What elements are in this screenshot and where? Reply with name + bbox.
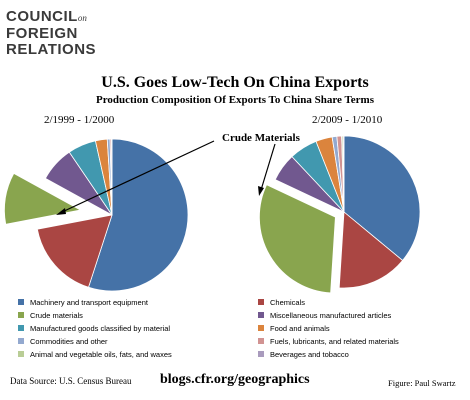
legend-label: Manufactured goods classified by materia… — [30, 324, 171, 333]
legend-swatch-beverages-and-tobacco — [258, 351, 264, 358]
legend-swatch-chemicals — [258, 299, 264, 306]
chart-title: U.S. Goes Low-Tech On China Exports — [101, 74, 369, 91]
legend-item-manufactured-goods-classified-by-material: Manufactured goods classified by materia… — [18, 324, 170, 333]
callout-arrow-right — [260, 143, 276, 191]
legend-label: Miscellaneous manufactured articles — [270, 311, 392, 320]
logo-line2: FOREIGN — [6, 25, 78, 42]
logo-on: on — [77, 13, 87, 23]
legend-label: Beverages and tobacco — [270, 350, 349, 359]
logo-line3: RELATIONS — [6, 41, 97, 58]
data-source: Data Source: U.S. Census Bureau — [10, 376, 132, 386]
legend-swatch-fuels-lubricants-and-related-materials — [258, 338, 264, 345]
legend-label: Fuels, lubricants, and related materials — [270, 337, 399, 346]
legend-swatch-miscellaneous-manufactured-articles — [258, 312, 264, 319]
legend-item-commodities-and-other: Commodities and other — [18, 337, 108, 346]
pie-period-2: 2/2009 - 1/2010 — [312, 114, 383, 126]
pie1-slice-chemicals — [36, 214, 113, 288]
legend-item-food-and-animals: Food and animals — [258, 324, 330, 333]
legend-item-crude-materials: Crude materials — [18, 311, 83, 320]
legend-item-machinery-and-transport-equipment: Machinery and transport equipment — [18, 298, 148, 307]
legend-swatch-manufactured-goods-classified-by-material — [18, 325, 24, 332]
legend-label: Commodities and other — [30, 337, 108, 346]
callout-arrowhead-right — [258, 186, 264, 196]
legend-item-chemicals: Chemicals — [258, 298, 305, 307]
figure-credit: Figure: Paul Swartz — [388, 378, 456, 388]
pie2-slice-chemicals — [338, 211, 404, 289]
legend-label: Animal and vegetable oils, fats, and wax… — [30, 350, 172, 359]
callout-arrowhead-left — [56, 208, 66, 215]
pie-right — [259, 135, 421, 294]
legend-label: Chemicals — [270, 298, 306, 307]
legend-label: Machinery and transport equipment — [30, 298, 148, 307]
pie-period-1: 2/1999 - 1/2000 — [44, 114, 115, 126]
legend-label: Food and animals — [270, 324, 330, 333]
legend-item-miscellaneous-manufactured-articles: Miscellaneous manufactured articles — [258, 311, 391, 320]
blog-url[interactable]: blogs.cfr.org/geographics — [160, 372, 310, 387]
cfr-logo: COUNCILon FOREIGN RELATIONS — [6, 9, 96, 58]
legend-swatch-animal-and-vegetable-oils-fats-and-waxes — [18, 351, 24, 358]
pie2-slice-beverages-and-tobacco — [342, 135, 345, 213]
legend-swatch-machinery-and-transport-equipment — [18, 299, 24, 306]
pie2-slice-machinery-and-transport-equipment — [343, 135, 421, 262]
logo-line1: COUNCIL — [6, 8, 78, 25]
chart-subtitle: Production Composition Of Exports To Chi… — [95, 94, 374, 106]
legend-label: Crude materials — [30, 311, 83, 320]
pie1-slice-machinery-and-transport-equipment — [88, 138, 189, 292]
legend-swatch-food-and-animals — [258, 325, 264, 332]
legend-item-fuels-lubricants-and-related-materials: Fuels, lubricants, and related materials — [258, 337, 399, 346]
crude-materials-callout: Crude Materials — [222, 132, 300, 144]
callout-arrow-left — [59, 140, 215, 214]
legend-swatch-commodities-and-other — [18, 338, 24, 345]
legend-item-animal-and-vegetable-oils-fats-and-waxes: Animal and vegetable oils, fats, and wax… — [18, 350, 172, 359]
pie2-slice-crude-materials — [259, 184, 336, 294]
legend-swatch-crude-materials — [18, 312, 24, 319]
pie-left — [4, 138, 189, 292]
legend-item-beverages-and-tobacco: Beverages and tobacco — [258, 350, 349, 359]
